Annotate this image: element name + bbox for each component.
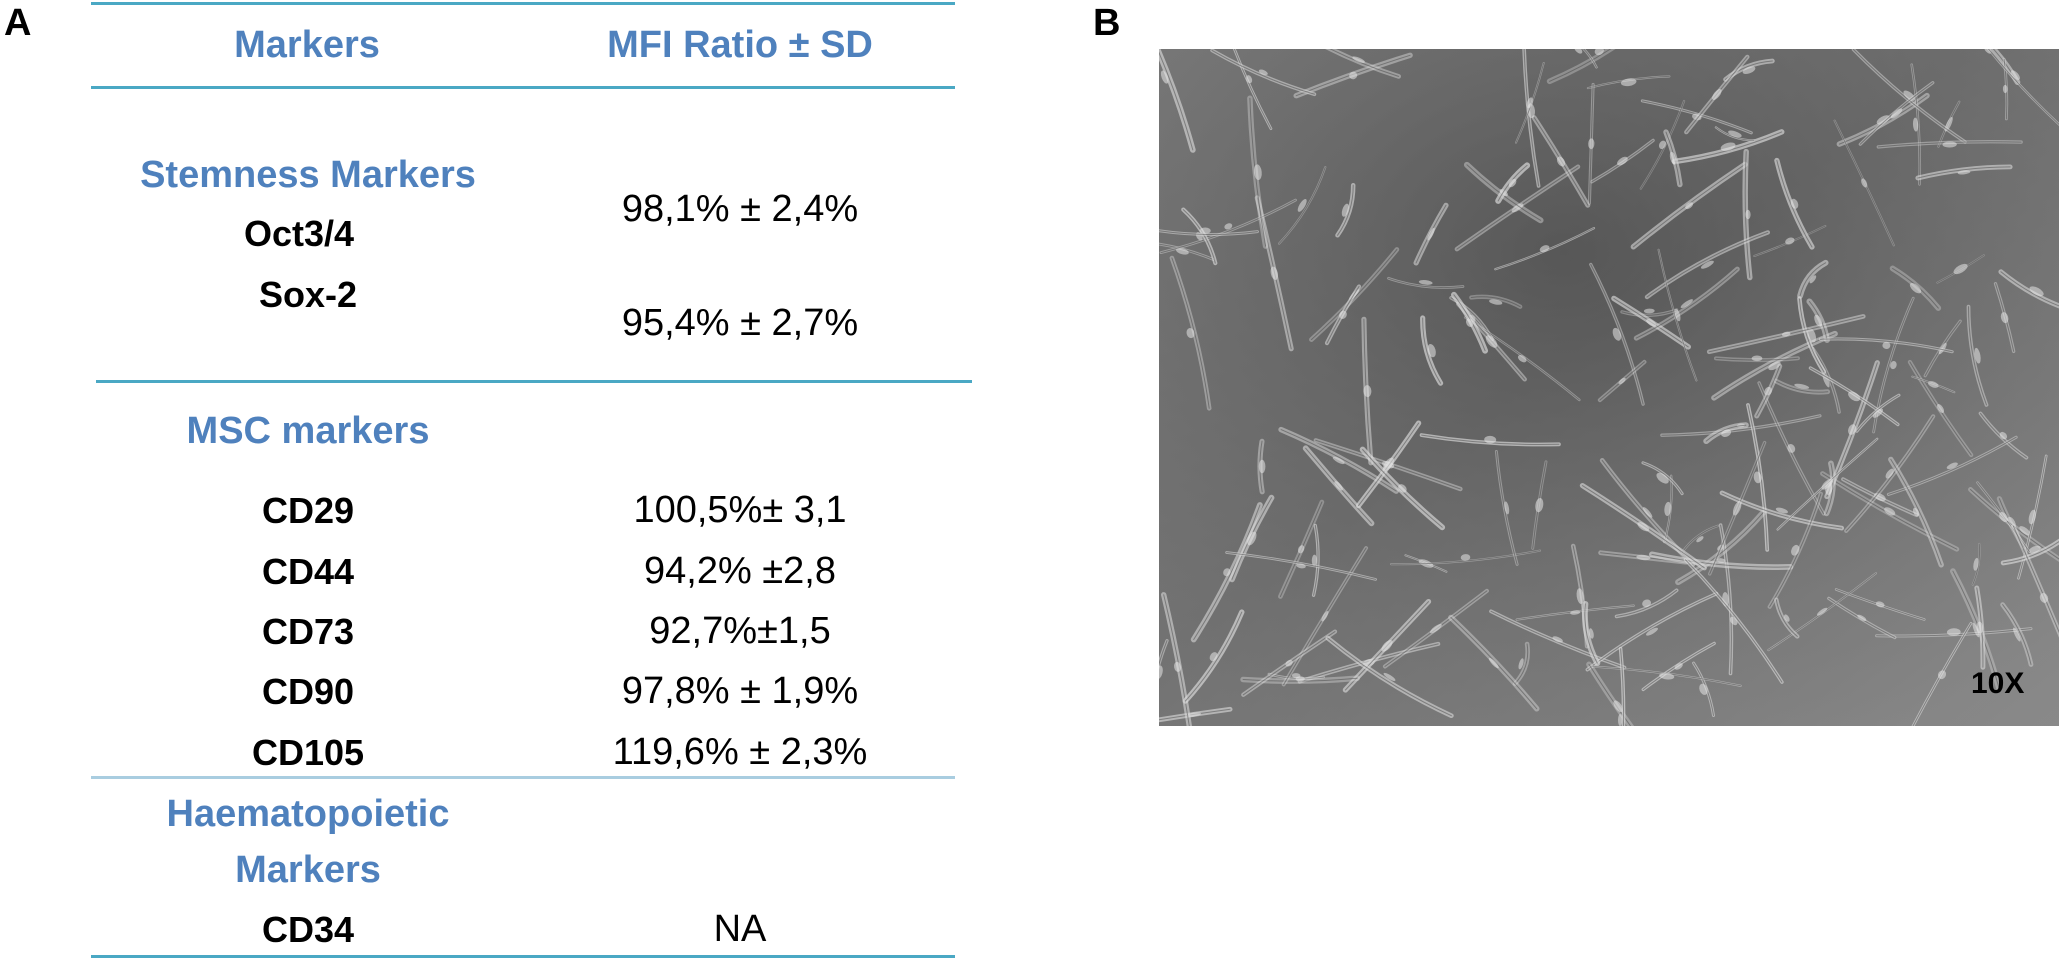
marker-cd73: CD73 (261, 611, 355, 652)
table-bottom-rule (91, 955, 955, 958)
panel-b-label: B (1093, 2, 1121, 44)
value-oct34: 98,1% ± 2,4% (621, 188, 859, 230)
marker-cd44: CD44 (261, 551, 355, 592)
value-cd73: 92,7%±1,5 (649, 610, 831, 652)
panel-a-label: A (4, 2, 32, 44)
value-cd44: 94,2% ±2,8 (644, 550, 836, 592)
section-title-msc: MSC markers (186, 410, 430, 452)
value-cd29: 100,5%± 3,1 (633, 489, 847, 531)
section-title-haematopoietic-line2: Markers (235, 849, 381, 891)
value-cd34: NA (713, 908, 767, 950)
table-top-rule (91, 2, 955, 5)
marker-sox2: Sox-2 (258, 274, 358, 315)
marker-cd29: CD29 (261, 490, 355, 531)
value-sox2: 95,4% ± 2,7% (621, 302, 859, 344)
marker-cd105: CD105 (251, 732, 365, 773)
cell-micrograph-image (1159, 49, 2059, 726)
section-rule-msc (96, 380, 972, 383)
header-markers: Markers (234, 24, 380, 66)
value-cd90: 97,8% ± 1,9% (621, 670, 859, 712)
section-rule-haematopoietic (91, 776, 955, 779)
marker-oct34: Oct3/4 (243, 213, 355, 254)
header-rule (91, 86, 955, 89)
header-mfi-ratio: MFI Ratio ± SD (607, 24, 873, 66)
marker-cd34: CD34 (261, 909, 355, 950)
value-cd105: 119,6% ± 2,3% (612, 731, 868, 773)
section-title-stemness: Stemness Markers (140, 154, 476, 196)
magnification-label: 10X (1971, 667, 2025, 700)
section-title-haematopoietic-line1: Haematopoietic (166, 793, 450, 835)
marker-cd90: CD90 (261, 671, 355, 712)
